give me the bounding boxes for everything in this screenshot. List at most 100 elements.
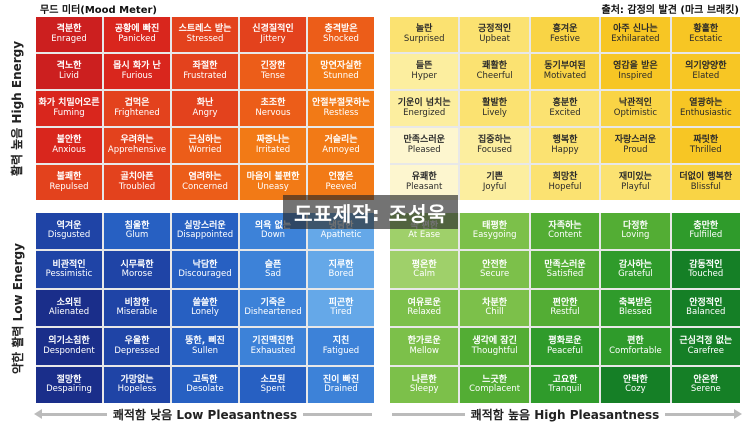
emotion-cell[interactable]: 지루한 Bored xyxy=(308,251,374,288)
emotion-cell[interactable]: 거슬리는 Annoyed xyxy=(308,128,374,163)
emotion-cell[interactable]: 안정적인 Balanced xyxy=(671,289,740,327)
emotion-cell[interactable]: 진이 빠진 Drained xyxy=(308,366,374,403)
emotion-cell[interactable]: 역겨운 Disgusted xyxy=(36,213,102,250)
emotion-cell[interactable]: 들뜬 Hyper xyxy=(390,54,459,89)
emotion-cell[interactable]: 활발한 Lively xyxy=(460,91,529,126)
emotion-cell[interactable]: 골치아픈 Troubled xyxy=(104,165,170,200)
emotion-cell[interactable]: 소외된 Alienated xyxy=(36,289,102,327)
emotion-cell[interactable]: 안절부절못하는 Restless xyxy=(308,91,374,126)
emotion-cell[interactable]: 감사하는 Grateful xyxy=(601,251,670,288)
emotion-cell[interactable]: 공황에 빠진 Panicked xyxy=(104,17,170,52)
emotion-cell[interactable]: 의기양양한 Elated xyxy=(671,54,740,89)
emotion-cell[interactable]: 동기부여된 Motivated xyxy=(530,54,600,89)
emotion-cell[interactable]: 한가로운 Mellow xyxy=(390,328,459,365)
emotion-cell[interactable]: 비참한 Miserable xyxy=(104,289,170,327)
emotion-cell[interactable]: 절망한 Despairing xyxy=(36,366,102,403)
emotion-cell[interactable]: 다정한 Loving xyxy=(601,213,670,250)
emotion-cell[interactable]: 여유로운 Relaxed xyxy=(390,289,459,327)
emotion-cell[interactable]: 감동적인 Touched xyxy=(671,251,740,288)
emotion-cell[interactable]: 격분한 Enraged xyxy=(36,17,102,52)
emotion-cell[interactable]: 소모된 Spent xyxy=(240,366,306,403)
emotion-cell[interactable]: 태평한 Easygoing xyxy=(460,213,529,250)
emotion-cell[interactable]: 좌절한 Frustrated xyxy=(172,54,238,89)
emotion-cell[interactable]: 충격받은 Shocked xyxy=(308,17,374,52)
emotion-cell[interactable]: 기쁜 Joyful xyxy=(460,165,529,200)
emotion-cell[interactable]: 불안한 Anxious xyxy=(36,128,102,163)
emotion-cell[interactable]: 안락한 Cozy xyxy=(601,366,670,403)
emotion-cell[interactable]: 불쾌한 Repulsed xyxy=(36,165,102,200)
emotion-cell[interactable]: 나른한 Sleepy xyxy=(390,366,459,403)
emotion-cell[interactable]: 짜릿한 Thrilled xyxy=(671,128,740,163)
emotion-cell[interactable]: 편안한 Restful xyxy=(530,289,600,327)
emotion-cell[interactable]: 근심하는 Worried xyxy=(172,128,238,163)
emotion-cell[interactable]: 낙담한 Discouraged xyxy=(172,251,238,288)
emotion-cell[interactable]: 편한 Comfortable xyxy=(601,328,670,365)
emotion-cell[interactable]: 아주 신나는 Exhilarated xyxy=(601,17,670,52)
emotion-cell[interactable]: 낙관적인 Optimistic xyxy=(601,91,670,126)
emotion-cell[interactable]: 유쾌한 Pleasant xyxy=(390,165,459,200)
emotion-cell[interactable]: 긴장한 Tense xyxy=(240,54,306,89)
emotion-cell[interactable]: 격노한 Livid xyxy=(36,54,102,89)
emotion-cell[interactable]: 실망스러운 Disappointed xyxy=(172,213,238,250)
emotion-cell[interactable]: 안전한 Secure xyxy=(460,251,529,288)
emotion-cell[interactable]: 짜증나는 Irritated xyxy=(240,128,306,163)
emotion-cell[interactable]: 행복한 Happy xyxy=(530,128,600,163)
emotion-cell[interactable]: 더없이 행복한 Blissful xyxy=(671,165,740,200)
emotion-cell[interactable]: 황홀한 Ecstatic xyxy=(671,17,740,52)
emotion-cell[interactable]: 쓸쓸한 Lonely xyxy=(172,289,238,327)
emotion-cell[interactable]: 기죽은 Disheartened xyxy=(240,289,306,327)
emotion-cell[interactable]: 쾌활한 Cheerful xyxy=(460,54,529,89)
emotion-cell[interactable]: 시무룩한 Morose xyxy=(104,251,170,288)
emotion-cell[interactable]: 가망없는 Hopeless xyxy=(104,366,170,403)
emotion-cell[interactable]: 몹시 화가 난 Furious xyxy=(104,54,170,89)
emotion-cell[interactable]: 기운이 넘치는 Energized xyxy=(390,91,459,126)
emotion-cell[interactable]: 영감을 받은 Inspired xyxy=(601,54,670,89)
emotion-cell[interactable]: 우울한 Depressed xyxy=(104,328,170,365)
emotion-cell[interactable]: 화난 Angry xyxy=(172,91,238,126)
emotion-cell[interactable]: 슬픈 Sad xyxy=(240,251,306,288)
emotion-cell[interactable]: 신경질적인 Jittery xyxy=(240,17,306,52)
emotion-cell[interactable]: 안온한 Serene xyxy=(671,366,740,403)
emotion-cell[interactable]: 자랑스러운 Proud xyxy=(601,128,670,163)
emotion-cell[interactable]: 지친 Fatigued xyxy=(308,328,374,365)
x-axis-high-pleasantness: 쾌적함 높음 High Pleasantness xyxy=(390,405,742,423)
emotion-cell[interactable]: 생각에 잠긴 Thoughtful xyxy=(460,328,529,365)
emotion-cell[interactable]: 의욕 없는 Down xyxy=(240,213,306,250)
emotion-cell[interactable]: 비관적인 Pessimistic xyxy=(36,251,102,288)
emotion-cell[interactable]: 희망찬 Hopeful xyxy=(530,165,600,200)
emotion-cell[interactable]: 자족하는 Content xyxy=(530,213,600,250)
emotion-cell[interactable]: 겁먹은 Frightened xyxy=(104,91,170,126)
emotion-cell[interactable]: 평화로운 Peaceful xyxy=(530,328,600,365)
emotion-cell[interactable]: 흥겨운 Festive xyxy=(530,17,600,52)
emotion-cell[interactable]: 재미있는 Playful xyxy=(601,165,670,200)
emotion-cell[interactable]: 고독한 Desolate xyxy=(172,366,238,403)
emotion-cell[interactable]: 축복받은 Blessed xyxy=(601,289,670,327)
emotion-cell[interactable]: 마음이 불편한 Uneasy xyxy=(240,165,306,200)
emotion-cell[interactable]: 우려하는 Apprehensive xyxy=(104,128,170,163)
emotion-cell[interactable]: 근심걱정 없는 Carefree xyxy=(671,328,740,365)
emotion-cell[interactable]: 만족스러운 Satisfied xyxy=(530,251,600,288)
emotion-cell[interactable]: 놀란 Surprised xyxy=(390,17,459,52)
emotion-cell[interactable]: 뚱한, 삐진 Sullen xyxy=(172,328,238,365)
emotion-cell[interactable]: 염려하는 Concerned xyxy=(172,165,238,200)
emotion-cell[interactable]: 충만한 Fulfilled xyxy=(671,213,740,250)
emotion-cell[interactable]: 느긋한 Complacent xyxy=(460,366,529,403)
emotion-cell[interactable]: 스트레스 받는 Stressed xyxy=(172,17,238,52)
emotion-cell[interactable]: 만족스러운 Pleased xyxy=(390,128,459,163)
emotion-cell[interactable]: 차분한 Chill xyxy=(460,289,529,327)
emotion-cell[interactable]: 흥분한 Excited xyxy=(530,91,600,126)
emotion-cell[interactable]: 고요한 Tranquil xyxy=(530,366,600,403)
emotion-cell[interactable]: 긍정적인 Upbeat xyxy=(460,17,529,52)
emotion-cell[interactable]: 의기소침한 Despondent xyxy=(36,328,102,365)
emotion-cell[interactable]: 기진맥진한 Exhausted xyxy=(240,328,306,365)
emotion-cell[interactable]: 집중하는 Focused xyxy=(460,128,529,163)
emotion-cell[interactable]: 화가 치밀어오른 Fuming xyxy=(36,91,102,126)
emotion-cell[interactable]: 언짢은 Peeved xyxy=(308,165,374,200)
emotion-cell[interactable]: 망연자실한 Stunned xyxy=(308,54,374,89)
emotion-cell[interactable]: 침울한 Glum xyxy=(104,213,170,250)
emotion-cell[interactable]: 평온한 Calm xyxy=(390,251,459,288)
emotion-cell[interactable]: 피곤한 Tired xyxy=(308,289,374,327)
emotion-english: Shocked xyxy=(323,33,359,44)
emotion-cell[interactable]: 열광하는 Enthusiastic xyxy=(671,91,740,126)
emotion-cell[interactable]: 초조한 Nervous xyxy=(240,91,306,126)
